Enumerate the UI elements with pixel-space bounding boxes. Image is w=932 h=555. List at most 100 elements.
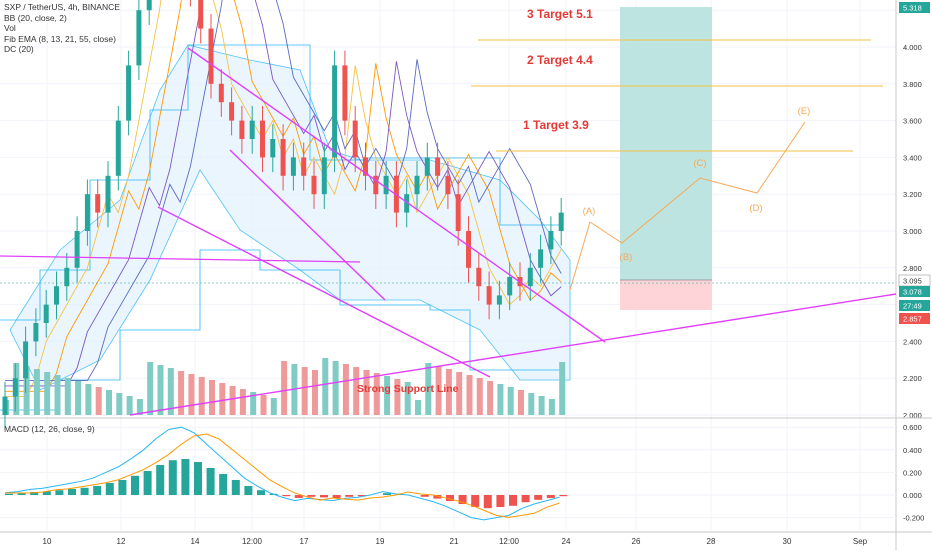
time-tick-label: 12:00 — [499, 537, 520, 546]
wave-projection — [569, 121, 806, 291]
macd-histogram-bar — [68, 489, 76, 495]
candle — [414, 175, 420, 195]
volume-bar — [559, 362, 566, 415]
candle — [373, 175, 379, 195]
volume-bar — [373, 373, 380, 415]
candle — [198, 0, 204, 29]
volume-bar — [167, 368, 174, 415]
indicator-legend: SXP / TetherUS, 4h, BINANCE BB (20, clos… — [4, 2, 120, 55]
candle — [74, 231, 80, 268]
price-badge-text: 3.078 — [903, 288, 922, 297]
candle — [496, 295, 502, 305]
wave-label: (B) — [620, 252, 633, 263]
wave-label: (C) — [693, 158, 706, 169]
price-tick-label: 2.400 — [903, 337, 922, 346]
macd-histogram-bar — [5, 493, 13, 495]
price-badge-text: 2.857 — [903, 315, 922, 324]
vol-label[interactable]: Vol — [4, 23, 16, 33]
candle — [23, 341, 29, 379]
volume-bar — [147, 362, 154, 415]
candle — [249, 120, 255, 139]
candle — [218, 83, 224, 103]
candle — [270, 139, 276, 158]
target-label: 2 Target 4.4 — [527, 53, 593, 67]
macd-histogram-bar — [231, 480, 240, 495]
profit-zone — [620, 7, 712, 280]
bb-label[interactable]: BB (20, close, 2) — [4, 12, 67, 23]
volume-bar — [548, 399, 555, 415]
volume-bar — [312, 370, 318, 415]
candle — [12, 378, 18, 397]
volume-bar — [75, 381, 82, 415]
volume-bar — [301, 367, 308, 415]
candle — [476, 267, 482, 287]
macd-histogram-bar — [294, 495, 303, 498]
price-tick-label: 3.600 — [903, 117, 922, 126]
volume-bar — [445, 369, 452, 415]
candle — [435, 157, 441, 176]
candle — [321, 157, 327, 195]
macd-histogram-bar — [42, 491, 51, 495]
ema-label[interactable]: Fib EMA (8, 13, 21, 55, close) — [4, 33, 116, 44]
candle — [486, 286, 492, 305]
macd-histogram-bar — [483, 495, 492, 509]
volume-bar — [476, 378, 483, 415]
time-tick-label: 14 — [191, 537, 200, 546]
symbol-label[interactable]: SXP / TetherUS, 4h, BINANCE — [4, 2, 120, 12]
volume-bar — [250, 392, 257, 415]
macd-histogram-bar — [80, 487, 89, 495]
time-tick-label: 17 — [300, 537, 309, 546]
target-label: 1 Target 3.9 — [523, 118, 589, 132]
candle — [332, 65, 338, 158]
macd-histogram-bar — [282, 495, 291, 497]
macd-tick-label: 0.600 — [903, 423, 922, 432]
volume-bar — [116, 393, 123, 415]
volume-bar — [435, 366, 442, 415]
price-badge — [899, 286, 930, 297]
macd-histogram-bar — [320, 495, 328, 498]
volume-bar — [394, 379, 401, 415]
candle — [239, 120, 245, 139]
price-badge — [899, 313, 930, 324]
price-tick-label: 3.800 — [903, 80, 922, 89]
price-tick-label: 3.000 — [903, 227, 922, 236]
volume-bar — [260, 395, 267, 415]
resistance-trendline — [187, 47, 606, 343]
candle — [363, 157, 368, 176]
macd-tick-label: 0.400 — [903, 446, 922, 455]
channel-lower-line — [157, 206, 491, 378]
candle — [105, 175, 111, 213]
volume-bar — [425, 363, 432, 415]
macd-histogram-bar — [521, 495, 530, 503]
price-badge — [899, 2, 930, 13]
candle — [280, 139, 286, 176]
volume-bar — [188, 374, 195, 415]
candle — [95, 194, 101, 213]
dc-label[interactable]: DC (20) — [4, 44, 34, 54]
volume-bar — [415, 400, 421, 415]
support-label: Strong Support Line — [357, 383, 459, 395]
macd-histogram-bar — [420, 495, 429, 497]
candle — [466, 231, 471, 268]
macd-histogram-bar — [244, 486, 253, 495]
macd-histogram-bar — [55, 490, 64, 495]
volume-bar — [404, 382, 411, 415]
time-tick-label: 12:00 — [242, 537, 263, 546]
macd-histogram-bar — [131, 475, 139, 495]
candle — [290, 157, 296, 176]
time-tick-label: 30 — [783, 537, 792, 546]
macd-legend[interactable]: MACD (12, 26, close, 9) — [4, 424, 95, 434]
macd-histogram-bar — [17, 493, 26, 495]
time-tick-label: 12 — [117, 537, 126, 546]
candle — [64, 267, 70, 287]
macd-tick-label: 0.200 — [903, 468, 922, 477]
candle — [404, 194, 410, 213]
volume-bar — [95, 387, 102, 415]
time-tick-label: 24 — [562, 537, 571, 546]
candle — [84, 194, 90, 231]
price-badge-text: 27:49 — [903, 302, 922, 311]
macd-histogram-bar — [458, 495, 467, 504]
time-tick-label: 10 — [43, 537, 52, 546]
